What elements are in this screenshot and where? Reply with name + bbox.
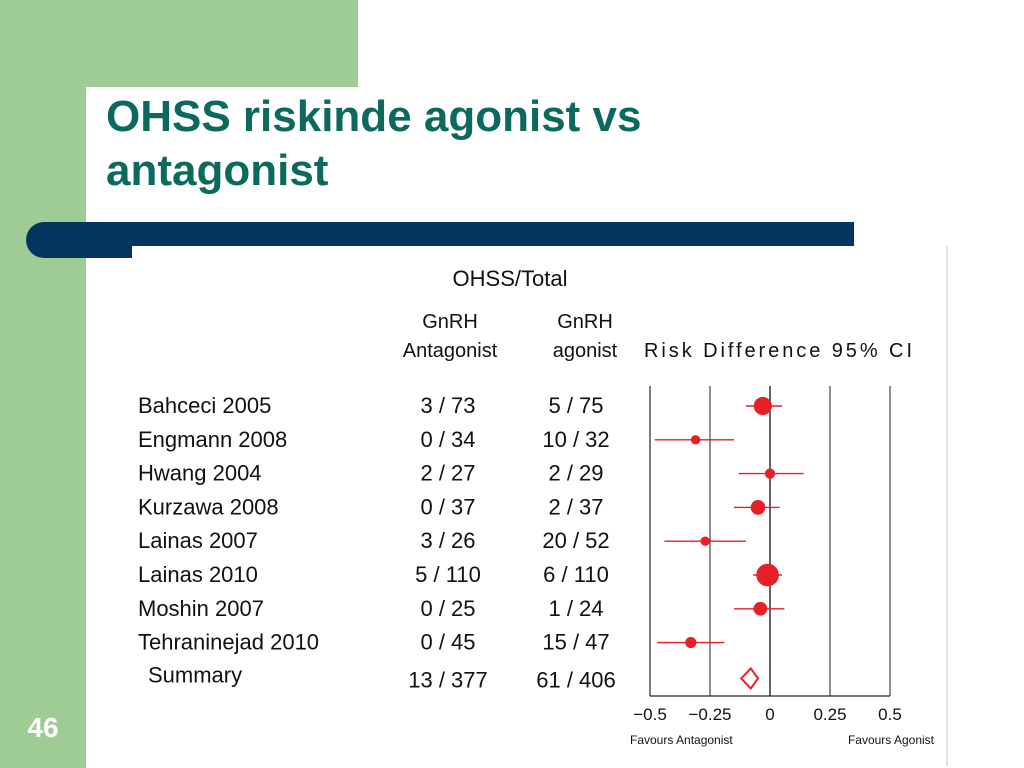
study-row: Lainas 2010 5 / 110 6 / 110 [138, 562, 609, 587]
forest-plot-figure: OHSS/Total GnRH Antagonist GnRH agonist … [132, 246, 948, 766]
study-row: Kurzawa 2008 0 / 37 2 / 37 [138, 494, 604, 519]
forest-plot: OHSS/Total GnRH Antagonist GnRH agonist … [138, 266, 935, 747]
agonist-events: 20 / 52 [542, 528, 609, 553]
agonist-events: 6 / 110 [543, 562, 609, 587]
antagonist-events: 5 / 110 [415, 562, 481, 587]
antagonist-events: 0 / 37 [420, 494, 475, 519]
agonist-events: 10 / 32 [542, 427, 609, 452]
study-name: Moshin 2007 [138, 596, 264, 621]
summary-agonist-events: 61 / 406 [536, 667, 616, 692]
study-row: Moshin 2007 0 / 25 1 / 24 [138, 596, 604, 621]
col1-header-line1: GnRH [422, 311, 478, 333]
point-estimate [756, 563, 779, 587]
favours-left-label: Favours Antagonist [630, 733, 733, 747]
agonist-events: 15 / 47 [542, 630, 609, 655]
study-name: Lainas 2007 [138, 528, 258, 553]
study-name: Hwang 2004 [138, 461, 262, 486]
header-group-label: OHSS/Total [453, 266, 568, 291]
antagonist-events: 3 / 73 [420, 393, 475, 418]
study-name: Engmann 2008 [138, 427, 287, 452]
col2-header-line2: agonist [553, 340, 618, 362]
agonist-events: 2 / 29 [548, 461, 603, 486]
slide-title-line-1: OHSS riskinde agonist vs [106, 92, 642, 141]
agonist-events: 2 / 37 [548, 494, 603, 519]
x-tick-label: −0.25 [688, 705, 731, 724]
study-name: Tehraninejad 2010 [138, 630, 319, 655]
x-tick-label: 0 [765, 705, 774, 724]
decorative-green-sidebar [0, 0, 86, 768]
antagonist-events: 3 / 26 [420, 528, 475, 553]
point-estimate [685, 637, 697, 649]
agonist-events: 1 / 24 [548, 596, 603, 621]
agonist-events: 5 / 75 [548, 393, 603, 418]
col2-header-line1: GnRH [557, 311, 613, 333]
study-name: Kurzawa 2008 [138, 494, 279, 519]
study-name: Lainas 2010 [138, 562, 258, 587]
plot-header: Risk Difference 95% CI [644, 340, 912, 362]
study-name: Bahceci 2005 [138, 393, 271, 418]
summary-diamond [739, 666, 760, 690]
slide-title-line-2: antagonist [106, 146, 329, 195]
x-tick-label: 0.25 [813, 705, 846, 724]
study-row: Tehraninejad 2010 0 / 45 15 / 47 [138, 630, 610, 655]
study-row: Engmann 2008 0 / 34 10 / 32 [138, 427, 610, 452]
summary-label: Summary [148, 662, 242, 687]
point-estimate [690, 435, 701, 445]
study-row: Hwang 2004 2 / 27 2 / 29 [138, 461, 604, 486]
point-estimate [764, 468, 776, 479]
summary-row: Summary 13 / 377 61 / 406 [148, 662, 616, 692]
point-estimate [753, 396, 772, 416]
plot-area: −0.5 −0.25 0 0.25 0.5 [633, 386, 902, 724]
point-estimate [750, 500, 766, 515]
slide-title: OHSS riskinde agonist vs antagonist [106, 90, 866, 198]
point-estimate [700, 536, 710, 546]
antagonist-events: 0 / 34 [420, 427, 475, 452]
antagonist-events: 2 / 27 [420, 461, 475, 486]
favours-right-label: Favours Agonist [848, 733, 935, 747]
study-rows: Bahceci 2005 3 / 73 5 / 75 Engmann 2008 0 / … [138, 393, 616, 692]
slide-number: 46 [27, 712, 59, 743]
study-row: Lainas 2007 3 / 26 20 / 52 [138, 528, 610, 553]
summary-antagonist-events: 13 / 377 [408, 667, 488, 692]
x-tick-label: 0.5 [878, 705, 902, 724]
antagonist-events: 0 / 25 [420, 596, 475, 621]
antagonist-events: 0 / 45 [420, 630, 475, 655]
x-tick-label: −0.5 [633, 705, 667, 724]
study-row: Bahceci 2005 3 / 73 5 / 75 [138, 393, 604, 418]
col1-header-line2: Antagonist [403, 340, 498, 362]
point-estimate [753, 601, 768, 616]
